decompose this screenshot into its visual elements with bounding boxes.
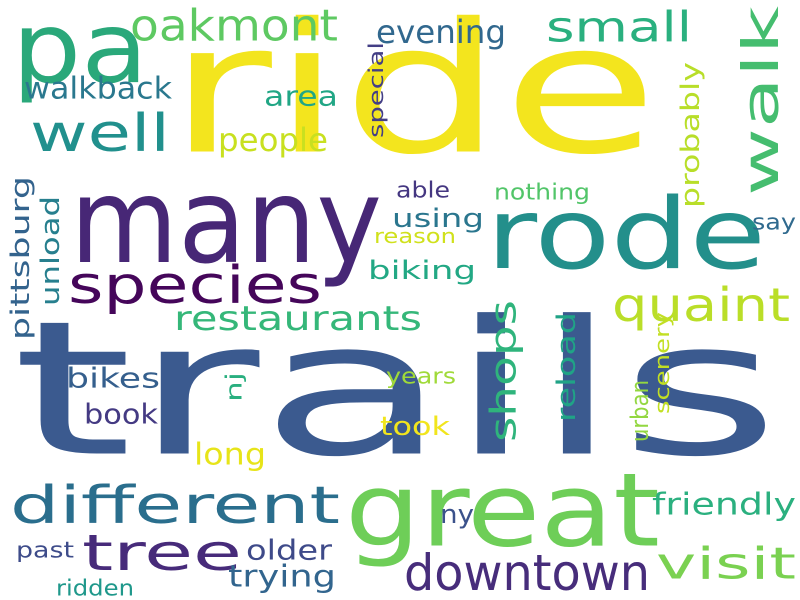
word-ny: ny	[440, 500, 474, 530]
word-book: book	[84, 398, 159, 431]
word-many: many	[70, 152, 382, 290]
word-nj: nj	[223, 372, 248, 402]
word-trails: trails	[12, 281, 780, 498]
word-rode: rode	[486, 178, 766, 292]
word-unload: unload	[36, 196, 66, 306]
word-quaint: quaint	[612, 278, 790, 332]
word-ride: ride	[168, 0, 658, 195]
word-long: long	[194, 438, 266, 473]
word-able: able	[396, 179, 450, 204]
word-area: area	[264, 80, 338, 113]
word-say: say	[752, 211, 796, 236]
word-urban: urban	[626, 380, 654, 442]
word-took: took	[380, 412, 450, 442]
word-probably: probably	[676, 62, 706, 208]
word-trying: trying	[228, 560, 336, 595]
word-special: special	[364, 42, 388, 138]
word-great: great	[345, 452, 660, 571]
word-friendly: friendly	[652, 488, 796, 523]
word-bikes: bikes	[66, 362, 160, 395]
word-well: well	[30, 104, 170, 164]
word-shops: shops	[484, 300, 525, 442]
word-older: older	[246, 534, 333, 567]
word-species: species	[68, 256, 322, 316]
word-walk: walk	[732, 6, 790, 196]
word-visit: visit	[656, 539, 796, 590]
word-scenery: scenery	[650, 312, 674, 414]
word-restaurants: restaurants	[174, 299, 422, 339]
word-reload: reload	[552, 312, 582, 422]
word-using: using	[392, 204, 484, 234]
word-ridden: ridden	[56, 577, 134, 600]
word-biking: biking	[368, 256, 476, 286]
word-pittsburg: pittsburg	[6, 176, 36, 340]
word-tree: tree	[82, 524, 242, 582]
word-small: small	[546, 3, 692, 52]
word-people: people	[218, 121, 328, 159]
word-past: past	[16, 539, 74, 564]
word-oakmont: oakmont	[130, 1, 338, 52]
word-pa: pa	[12, 0, 148, 106]
word-evening: evening	[376, 13, 506, 51]
word-walkback: walkback	[24, 72, 173, 107]
word-downtown: downtown	[404, 544, 650, 600]
word-years: years	[386, 365, 456, 390]
word-different: different	[10, 476, 340, 536]
word-nothing: nothing	[494, 181, 590, 206]
word-reason: reason	[374, 224, 456, 248]
